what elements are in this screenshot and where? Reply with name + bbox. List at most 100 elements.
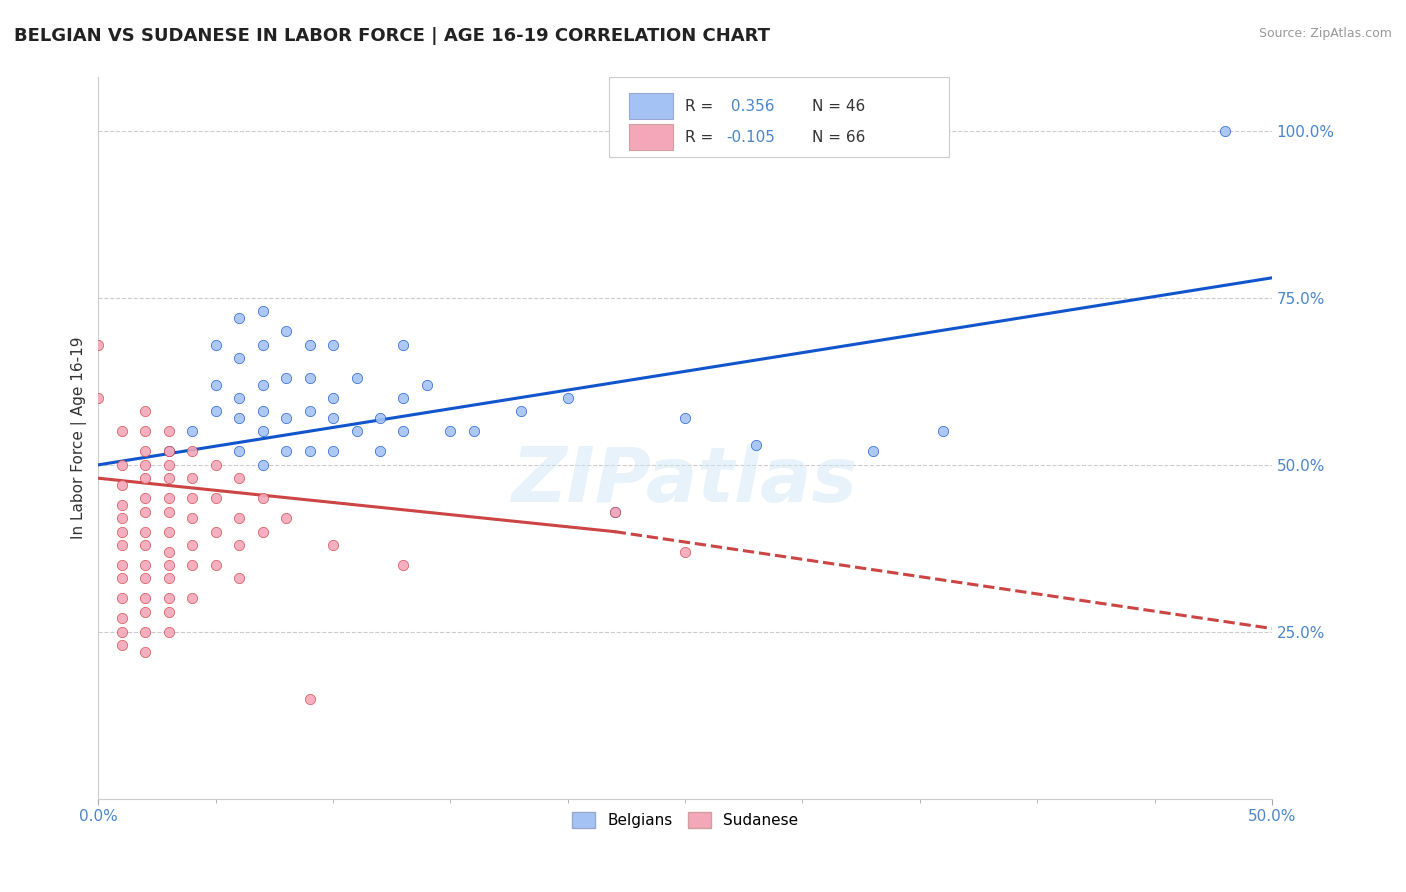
Point xyxy=(134,624,156,639)
Point xyxy=(346,425,368,439)
Point xyxy=(509,404,531,418)
Point xyxy=(322,411,344,425)
Text: ZIPatlas: ZIPatlas xyxy=(512,444,858,518)
Point xyxy=(298,404,321,418)
Point xyxy=(111,538,134,552)
Point xyxy=(392,425,415,439)
Point xyxy=(932,425,955,439)
Point xyxy=(298,444,321,458)
Point xyxy=(157,444,180,458)
Text: BELGIAN VS SUDANESE IN LABOR FORCE | AGE 16-19 CORRELATION CHART: BELGIAN VS SUDANESE IN LABOR FORCE | AGE… xyxy=(14,27,770,45)
Point xyxy=(181,591,204,606)
Point xyxy=(181,425,204,439)
Point xyxy=(111,425,134,439)
Point xyxy=(298,691,321,706)
Point xyxy=(157,458,180,472)
Point xyxy=(252,377,274,392)
Point xyxy=(862,444,884,458)
Point xyxy=(274,411,297,425)
Point xyxy=(181,491,204,506)
Point xyxy=(228,538,250,552)
Point xyxy=(228,391,250,405)
Point xyxy=(603,505,626,519)
Point xyxy=(111,591,134,606)
Point xyxy=(204,558,226,572)
Point xyxy=(228,351,250,365)
Point xyxy=(322,538,344,552)
Point xyxy=(204,404,226,418)
Point xyxy=(204,458,226,472)
Point xyxy=(134,605,156,619)
Point xyxy=(111,511,134,525)
Point xyxy=(157,605,180,619)
Point xyxy=(157,558,180,572)
Point xyxy=(744,438,766,452)
Point xyxy=(134,505,156,519)
Point xyxy=(298,337,321,351)
Point xyxy=(463,425,485,439)
Point xyxy=(274,511,297,525)
Point xyxy=(274,371,297,385)
Bar xyxy=(628,124,673,150)
Point xyxy=(111,571,134,585)
Text: -0.105: -0.105 xyxy=(727,130,775,145)
Point xyxy=(392,337,415,351)
Text: Source: ZipAtlas.com: Source: ZipAtlas.com xyxy=(1258,27,1392,40)
Point xyxy=(134,425,156,439)
Point xyxy=(416,377,439,392)
Point xyxy=(134,471,156,485)
Point xyxy=(157,624,180,639)
Point xyxy=(439,425,461,439)
Point xyxy=(111,638,134,652)
Bar xyxy=(628,94,673,120)
Point xyxy=(134,571,156,585)
Point xyxy=(134,444,156,458)
Text: R =: R = xyxy=(685,130,713,145)
Point xyxy=(228,444,250,458)
Point xyxy=(157,471,180,485)
Point xyxy=(228,471,250,485)
Point xyxy=(673,411,696,425)
Point xyxy=(157,425,180,439)
Point xyxy=(134,591,156,606)
Point xyxy=(157,544,180,558)
Point xyxy=(346,371,368,385)
Point xyxy=(228,411,250,425)
Point xyxy=(87,391,110,405)
Point xyxy=(322,337,344,351)
Point xyxy=(181,558,204,572)
Point xyxy=(157,524,180,539)
Point xyxy=(252,337,274,351)
Point xyxy=(673,544,696,558)
Point xyxy=(252,524,274,539)
Point xyxy=(1213,124,1236,138)
Point xyxy=(157,491,180,506)
Point xyxy=(157,571,180,585)
Point xyxy=(252,425,274,439)
Point xyxy=(252,404,274,418)
Point xyxy=(368,411,391,425)
FancyBboxPatch shape xyxy=(609,78,949,157)
Point xyxy=(134,558,156,572)
Point xyxy=(228,571,250,585)
Point xyxy=(134,458,156,472)
Point xyxy=(298,371,321,385)
Point xyxy=(181,471,204,485)
Point xyxy=(134,404,156,418)
Point xyxy=(87,337,110,351)
Point xyxy=(111,498,134,512)
Point xyxy=(157,444,180,458)
Point xyxy=(204,524,226,539)
Point xyxy=(228,511,250,525)
Point xyxy=(134,538,156,552)
Point xyxy=(204,491,226,506)
Point xyxy=(252,491,274,506)
Text: 0.356: 0.356 xyxy=(727,99,775,114)
Point xyxy=(111,458,134,472)
Point xyxy=(228,310,250,325)
Point xyxy=(392,558,415,572)
Point xyxy=(157,591,180,606)
Point xyxy=(111,478,134,492)
Y-axis label: In Labor Force | Age 16-19: In Labor Force | Age 16-19 xyxy=(72,337,87,540)
Point xyxy=(157,505,180,519)
